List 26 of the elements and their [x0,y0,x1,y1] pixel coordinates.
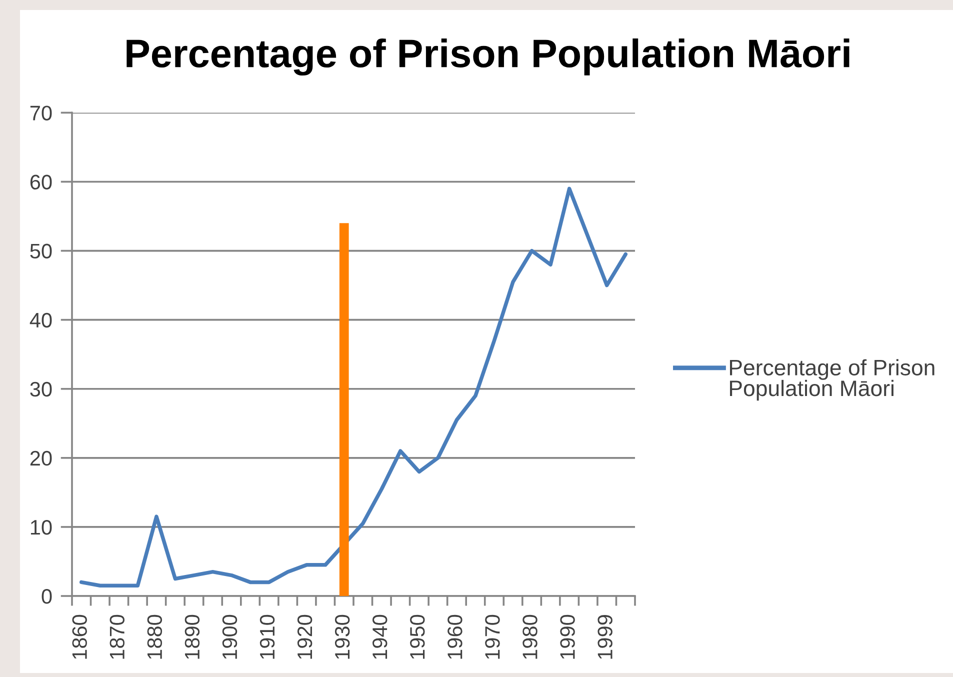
y-tick-label: 10 [30,520,52,535]
y-tick-label: 50 [30,244,52,259]
line-series [80,186,628,588]
x-tick-label: 1880 [147,614,162,659]
x-tick-label: 1950 [410,614,425,659]
y-tick-label: 60 [30,174,52,190]
legend-label: Percentage of Prison Population Māori [730,359,934,401]
y-tick-label: 40 [30,312,52,328]
x-tick-label: 1970 [485,614,500,659]
y-tick-label: 20 [30,450,52,466]
x-tick-label: 1890 [184,614,200,659]
x-tick-label: 1999 [598,615,612,659]
x-tick-label: 1870 [110,614,125,659]
x-tick-label: 1900 [222,614,238,659]
x-tick-label: 1980 [522,614,538,659]
x-tick-label: 1960 [448,614,462,659]
chart-title: Percentage of Prison Population Māori [126,38,850,76]
x-tick-label: 1910 [260,614,275,659]
y-tick-label: 70 [30,106,52,120]
x-tick-label: 1860 [72,614,87,659]
y-tick-label: 0 [42,589,52,604]
x-tick-label: 1990 [560,614,575,659]
x-tick-label: 1920 [297,614,312,659]
x-tick-label: 1930 [334,614,350,659]
y-tick-label: 30 [30,382,52,397]
x-tick-label: 1940 [372,614,388,659]
